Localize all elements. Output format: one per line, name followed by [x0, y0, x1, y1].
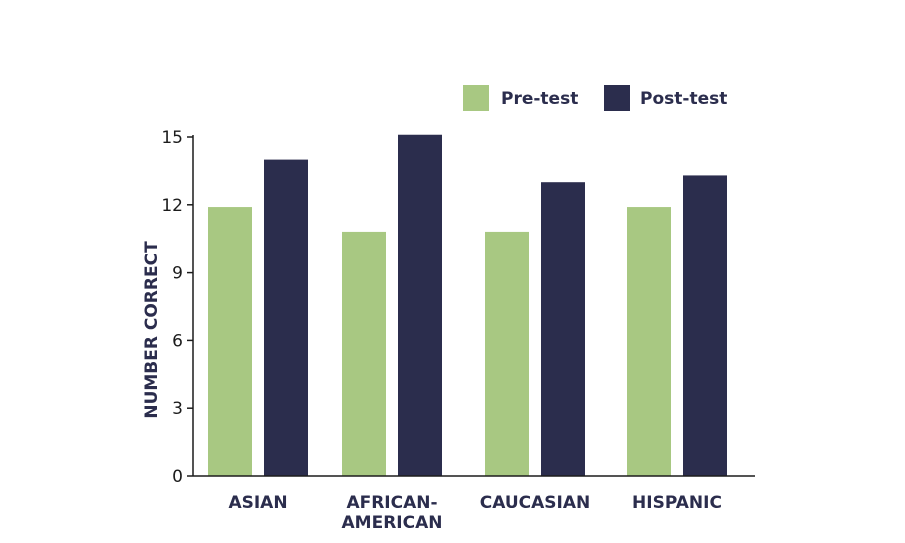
bar-post-test — [398, 134, 442, 477]
y-tick-label: 12 — [161, 196, 183, 216]
y-axis-title: NUMBER CORRECT — [142, 241, 162, 419]
legend-label: Post-test — [640, 89, 727, 109]
bar-pre-test — [342, 231, 386, 476]
bar-pre-test — [208, 207, 252, 476]
bar-pre-test — [627, 207, 671, 476]
legend-swatch — [604, 85, 630, 111]
x-axis: ASIAN AFRICAN-AMERICAN CAUCASIAN HISPANIC — [193, 475, 755, 533]
y-tick-label: 15 — [161, 128, 183, 148]
y-tick-label: 9 — [172, 264, 183, 284]
y-axis: 0 3 6 9 12 15 — [161, 128, 194, 487]
y-tick-label: 0 — [172, 467, 183, 487]
x-category-label: AFRICAN-AMERICAN — [342, 493, 443, 533]
x-category-label: ASIAN — [228, 493, 287, 513]
bars — [208, 134, 727, 477]
x-category-label: HISPANIC — [632, 493, 722, 513]
legend-label: Pre-test — [501, 89, 578, 109]
x-category-label: CAUCASIAN — [480, 493, 591, 513]
legend-swatch — [463, 85, 489, 111]
bar-pre-test — [485, 231, 529, 476]
legend: Pre-test Post-test — [463, 85, 727, 111]
bar-post-test — [264, 159, 308, 476]
y-tick-label: 3 — [172, 399, 183, 419]
bar-post-test — [541, 182, 585, 476]
y-tick-label: 6 — [172, 331, 183, 351]
bar-post-test — [683, 175, 727, 477]
